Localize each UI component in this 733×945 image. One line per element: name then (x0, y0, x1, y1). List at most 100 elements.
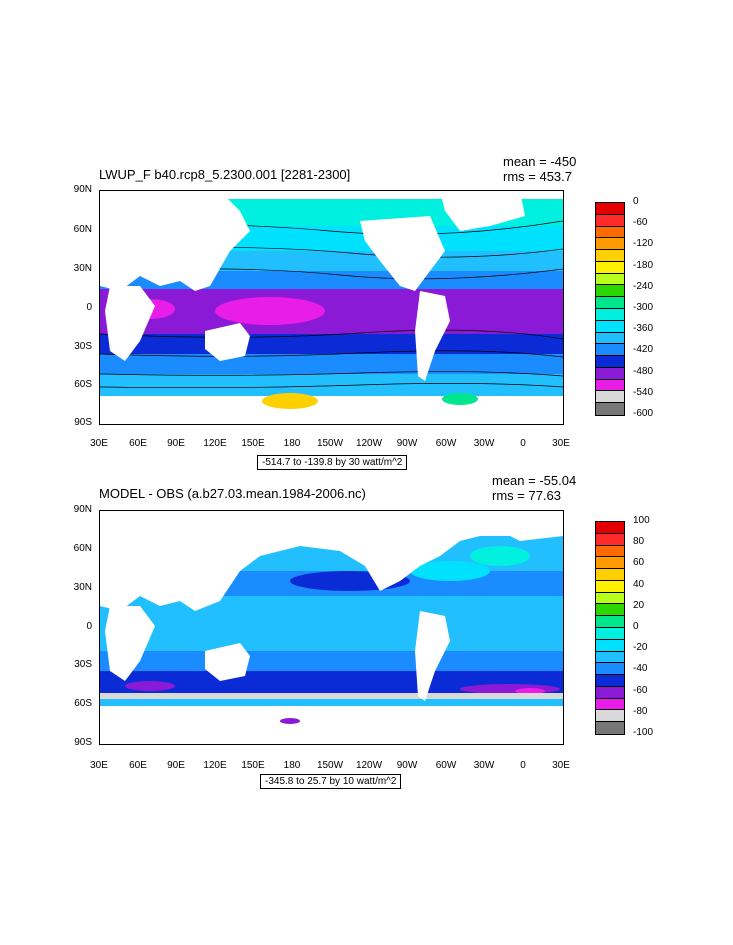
colorbar-swatch (595, 284, 625, 298)
lon-label: 180 (283, 438, 301, 449)
rms-stat: rms = 77.63 (492, 488, 562, 503)
lat-label: 30S (74, 659, 92, 670)
colorbar-label: 0 (633, 621, 639, 632)
panel-title: MODEL - OBS (a.b27.03.mean.1984-2006.nc) (99, 486, 366, 501)
range-label: -514.7 to -139.8 by 30 watt/m^2 (257, 455, 408, 470)
lat-label: 90S (74, 417, 92, 428)
colorbar-swatch (595, 272, 625, 286)
colorbar-swatch (595, 402, 625, 416)
colorbar-label: -300 (633, 302, 654, 313)
mean-stat: mean = -450 (503, 154, 577, 169)
lon-label: 30E (552, 760, 570, 771)
lon-label: 30W (473, 438, 495, 449)
colorbar-swatch (595, 532, 625, 546)
map-field (100, 191, 563, 424)
lon-label: 30E (90, 438, 108, 449)
colorbar-label: -240 (633, 280, 654, 292)
colorbar-label: -360 (633, 323, 654, 335)
lat-label: 30N (73, 263, 92, 274)
colorbar-swatch (595, 685, 625, 699)
lon-label: 60E (129, 438, 147, 449)
colorbar-swatch (595, 202, 625, 215)
lat-label: 90N (73, 504, 92, 515)
map-field (100, 511, 563, 744)
colorbar-swatch (595, 627, 625, 640)
colorbar-label: -480 (633, 365, 654, 377)
lon-label: 30W (473, 760, 495, 771)
range-label: -345.8 to 25.7 by 10 watt/m^2 (260, 774, 402, 789)
colorbar-swatch (595, 544, 625, 558)
lon-label: 0 (520, 438, 526, 449)
lon-label: 60E (129, 760, 147, 771)
lon-label: 120E (203, 760, 227, 771)
lat-label: 0 (86, 302, 92, 313)
colorbar-swatch (595, 697, 625, 711)
colorbar-label: 80 (633, 536, 645, 548)
lon-label: 150W (316, 760, 344, 771)
colorbar-swatch (595, 603, 625, 617)
lon-label: 120W (355, 438, 383, 449)
lon-label: 150W (316, 438, 344, 449)
lon-label: 60W (435, 438, 457, 449)
colorbar-swatch (595, 591, 625, 605)
lon-label: 90W (396, 438, 418, 449)
colorbar-label: -40 (633, 663, 648, 675)
lon-label: 0 (520, 760, 526, 771)
colorbar-label: -120 (633, 238, 654, 250)
colorbar-swatch (595, 343, 625, 357)
colorbar-swatch (595, 662, 625, 676)
colorbar-label: -60 (633, 684, 648, 696)
colorbar-label: -20 (633, 642, 648, 654)
colorbar-swatch (595, 331, 625, 345)
lon-label: 90E (167, 760, 185, 771)
rms-stat: rms = 453.7 (503, 169, 573, 184)
lat-label: 60S (74, 379, 92, 390)
lon-label: 90E (167, 438, 185, 449)
colorbar-swatch (595, 308, 625, 321)
colorbar-swatch (595, 237, 625, 251)
lat-label: 30N (73, 582, 92, 593)
colorbar-swatch (595, 674, 625, 687)
colorbar-swatch (595, 615, 625, 628)
colorbar-swatch (595, 355, 625, 368)
colorbar-label: -600 (633, 408, 654, 419)
colorbar-swatch (595, 650, 625, 664)
lat-label: 90N (73, 184, 92, 195)
lat-label: 60N (73, 543, 92, 554)
colorbar-swatch (595, 556, 625, 570)
colorbar-label: -100 (633, 727, 654, 738)
colorbar-swatch (595, 296, 625, 309)
lon-label: 90W (396, 760, 418, 771)
colorbar-swatch (595, 709, 625, 723)
colorbar-label: -80 (633, 705, 648, 717)
colorbar-label: 20 (633, 599, 645, 611)
colorbar-swatch (595, 249, 625, 262)
lon-label: 60W (435, 760, 457, 771)
lon-label: 30E (552, 438, 570, 449)
lat-label: 0 (86, 621, 92, 632)
lat-label: 30S (74, 341, 92, 352)
colorbar-label: -540 (633, 386, 654, 398)
map-plot (99, 190, 564, 425)
lat-label: 60S (74, 698, 92, 709)
lat-label: 60N (73, 224, 92, 235)
colorbar-label: -420 (633, 344, 654, 356)
colorbar-swatch (595, 638, 625, 652)
colorbar-swatch (595, 319, 625, 333)
lon-label: 150E (241, 438, 265, 449)
colorbar-label: 0 (633, 196, 639, 207)
colorbar-label: 100 (633, 515, 650, 526)
lon-label: 30E (90, 760, 108, 771)
colorbar-swatch (595, 225, 625, 239)
colorbar-swatch (595, 260, 625, 274)
colorbar-swatch (595, 721, 625, 735)
panel-title: LWUP_F b40.rcp8_5.2300.001 [2281-2300] (99, 167, 351, 182)
colorbar-label: 40 (633, 578, 645, 590)
colorbar-label: -180 (633, 259, 654, 271)
colorbar-swatch (595, 579, 625, 593)
lon-label: 150E (241, 760, 265, 771)
colorbar-swatch (595, 568, 625, 581)
colorbar-swatch (595, 366, 625, 380)
colorbar-swatch (595, 213, 625, 227)
colorbar-label: -60 (633, 217, 648, 229)
